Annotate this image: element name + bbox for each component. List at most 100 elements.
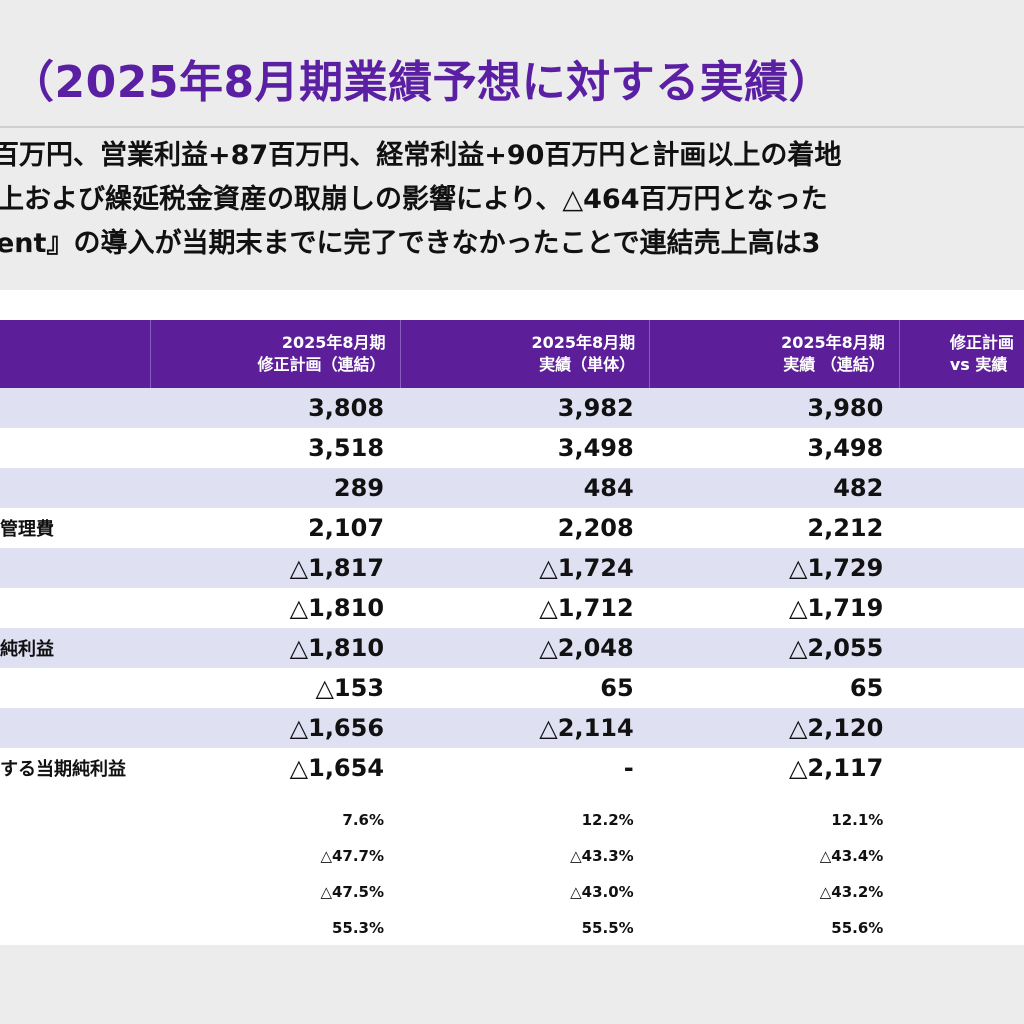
cell-standalone: 12.2% (400, 802, 650, 838)
cell-standalone: 2,208 (400, 508, 650, 548)
cell-standalone: △1,712 (400, 588, 650, 628)
row-label (0, 838, 151, 874)
results-table: 2025年8月期修正計画（連結） 2025年8月期実績（単体） 2025年8月期… (0, 320, 1024, 945)
table-row: 3,518 3,498 3,498 (0, 428, 1024, 468)
cell-standalone: - (400, 748, 650, 788)
ratio-row: 55.3% 55.5% 55.6% (0, 910, 1024, 945)
cell-consolidated: △43.2% (649, 874, 900, 910)
slide-title: （2025年8月期業績予想に対する実績） (0, 48, 1024, 118)
ratio-row: △47.7% △43.3% △43.4% (0, 838, 1024, 874)
cell-consolidated: △43.4% (649, 838, 900, 874)
cell-variance (899, 508, 1024, 548)
cell-standalone: 3,498 (400, 428, 650, 468)
cell-variance (899, 748, 1024, 788)
cell-plan: △1,654 (150, 748, 401, 788)
cell-consolidated: 3,980 (649, 388, 900, 428)
cell-consolidated: 3,498 (649, 428, 900, 468)
header-line: 修正計画 (949, 333, 1014, 352)
table-row: △1,810 △1,712 △1,719 (0, 588, 1024, 628)
header-line: 実績（単体） (539, 355, 636, 374)
cell-variance (899, 468, 1024, 508)
cell-standalone: △43.0% (400, 874, 650, 910)
row-label (0, 548, 151, 588)
cell-consolidated: △2,120 (649, 708, 900, 748)
cell-standalone: 3,982 (400, 388, 650, 428)
ratio-row: △47.5% △43.0% △43.2% (0, 874, 1024, 910)
table-row: 3,808 3,982 3,980 (0, 388, 1024, 428)
row-label (0, 668, 151, 708)
cell-consolidated: △2,055 (649, 628, 900, 668)
summary-line-2: 上および繰延税金資産の取崩しの影響により、△464百万円となった (0, 184, 828, 215)
summary-line-1: 百万円、営業利益+87百万円、経常利益+90百万円と計画以上の着地 (0, 140, 842, 171)
row-label: 純利益 (0, 628, 151, 668)
cell-standalone: 484 (400, 468, 650, 508)
cell-consolidated: 55.6% (649, 910, 900, 945)
cell-variance (899, 668, 1024, 708)
cell-consolidated: 12.1% (649, 802, 900, 838)
cell-standalone: △2,048 (400, 628, 650, 668)
cell-variance (899, 588, 1024, 628)
cell-consolidated: △1,719 (649, 588, 900, 628)
table-row: する当期純利益 △1,654- △2,117 (0, 748, 1024, 788)
title-divider (0, 126, 1024, 128)
cell-plan: 3,808 (150, 388, 401, 428)
cell-consolidated: 2,212 (649, 508, 900, 548)
table-row: 289 484 482 (0, 468, 1024, 508)
cell-standalone: △2,114 (400, 708, 650, 748)
row-label (0, 428, 151, 468)
table-row: △153 65 65 (0, 668, 1024, 708)
row-label: する当期純利益 (0, 748, 151, 788)
cell-plan: △1,656 (150, 708, 401, 748)
header-actual-consolidated: 2025年8月期 実績 （連結） (649, 320, 900, 388)
results-table-panel: 2025年8月期修正計画（連結） 2025年8月期実績（単体） 2025年8月期… (0, 290, 1024, 945)
cell-variance (899, 628, 1024, 668)
cell-variance (899, 548, 1024, 588)
header-plan-vs-actual: 修正計画 vs 実績 (898, 320, 1024, 388)
table-row: △1,817 △1,724 △1,729 (0, 548, 1024, 588)
cell-variance (899, 428, 1024, 468)
row-label (0, 874, 151, 910)
cell-variance (899, 838, 1024, 874)
cell-standalone: △43.3% (400, 838, 650, 874)
row-label (0, 802, 151, 838)
table-header-row: 2025年8月期修正計画（連結） 2025年8月期実績（単体） 2025年8月期… (0, 320, 1024, 388)
cell-plan: △153 (150, 668, 401, 708)
table-spacer (0, 788, 1024, 802)
header-label-cell (0, 320, 151, 388)
slide-title-text: （2025年8月期業績予想に対する実績） (10, 57, 834, 108)
header-line: 2025年8月期 (781, 333, 885, 352)
cell-plan: 7.6% (150, 802, 401, 838)
cell-variance (899, 910, 1024, 945)
cell-consolidated: △1,729 (649, 548, 900, 588)
cell-plan: △47.7% (150, 838, 401, 874)
summary-line-3: ent』の導入が当期末までに完了できなかったことで連結売上高は3 (0, 228, 821, 259)
header-line: 実績 （連結） (783, 355, 885, 374)
row-label (0, 588, 151, 628)
cell-consolidated: △2,117 (649, 748, 900, 788)
cell-plan: 289 (150, 468, 401, 508)
row-label (0, 708, 151, 748)
cell-plan: △1,817 (150, 548, 401, 588)
ratio-row: 7.6% 12.2% 12.1% (0, 802, 1024, 838)
row-label (0, 468, 151, 508)
row-label (0, 910, 151, 945)
summary-text: 百万円、営業利益+87百万円、経常利益+90百万円と計画以上の着地 上および繰延… (0, 134, 1024, 284)
row-label: 管理費 (0, 508, 151, 548)
header-line: 修正計画（連結） (257, 355, 386, 374)
header-line: vs 実績 (949, 355, 1008, 374)
bottom-band (0, 945, 1024, 1024)
cell-variance (899, 708, 1024, 748)
cell-plan: 3,518 (150, 428, 401, 468)
header-line: 2025年8月期 (531, 333, 636, 352)
cell-standalone: 65 (400, 668, 650, 708)
cell-plan: △1,810 (150, 588, 401, 628)
cell-variance (899, 802, 1024, 838)
table-row: 管理費 2,107 2,208 2,212 (0, 508, 1024, 548)
row-label (0, 388, 151, 428)
cell-standalone: △1,724 (400, 548, 650, 588)
cell-plan: △47.5% (150, 874, 401, 910)
table-row: △1,656 △2,114 △2,120 (0, 708, 1024, 748)
cell-consolidated: 482 (649, 468, 900, 508)
cell-plan: △1,810 (150, 628, 401, 668)
cell-variance (899, 388, 1024, 428)
